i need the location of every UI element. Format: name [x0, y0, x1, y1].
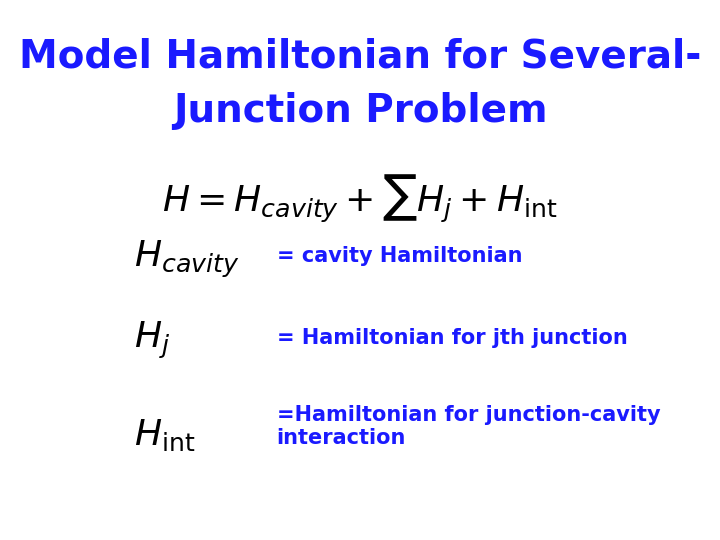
Text: $H_j$: $H_j$ — [134, 320, 170, 361]
Text: = Hamiltonian for jth junction: = Hamiltonian for jth junction — [276, 327, 627, 348]
Text: $H_{cavity}$: $H_{cavity}$ — [134, 239, 239, 280]
Text: $H = H_{\mathit{cavity}} + \sum H_j + H_{\mathrm{int}}$: $H = H_{\mathit{cavity}} + \sum H_j + H_… — [162, 173, 558, 225]
Text: Model Hamiltonian for Several-: Model Hamiltonian for Several- — [19, 38, 701, 76]
Text: =Hamiltonian for junction-cavity
interaction: =Hamiltonian for junction-cavity interac… — [276, 405, 660, 448]
Text: = cavity Hamiltonian: = cavity Hamiltonian — [276, 246, 522, 267]
Text: $H_{\mathrm{int}}$: $H_{\mathrm{int}}$ — [134, 417, 195, 453]
Text: Junction Problem: Junction Problem — [173, 92, 547, 130]
